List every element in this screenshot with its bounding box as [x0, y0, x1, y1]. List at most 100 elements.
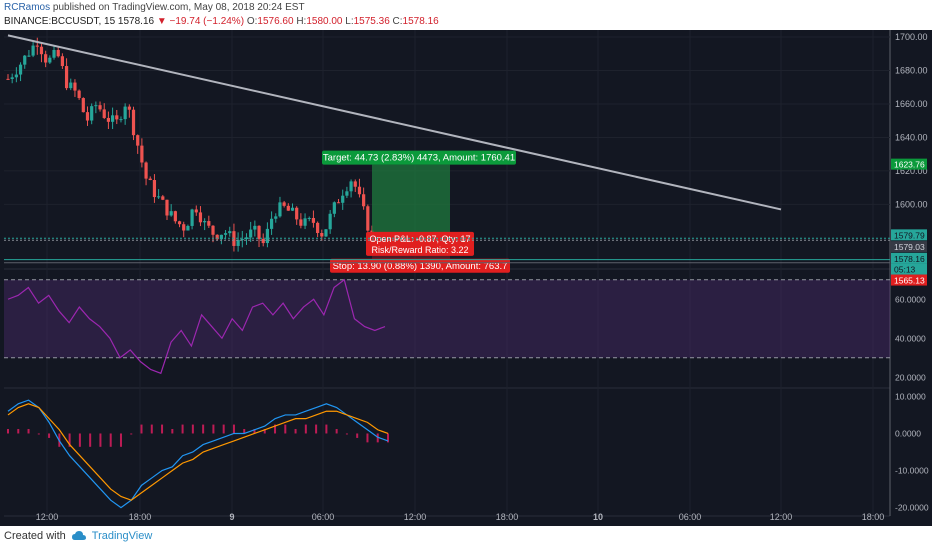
candle-body — [177, 221, 182, 225]
tradingview-cloud-icon — [71, 531, 86, 540]
risk-reward-text: Risk/Reward Ratio: 3.22 — [371, 245, 468, 255]
x-tick-label: 10 — [593, 512, 603, 522]
low-value: 1575.36 — [353, 16, 390, 27]
price-tick-label: 1620.00 — [895, 166, 928, 176]
candle-body — [169, 211, 173, 216]
rsi-tick-label: 40.0000 — [895, 333, 926, 343]
candle-body — [336, 202, 341, 204]
macd-line — [7, 399, 389, 509]
candle-body — [64, 66, 69, 89]
candle-body — [228, 231, 232, 234]
candle-body — [106, 117, 111, 122]
candle-body — [328, 213, 332, 230]
macd-tick-label: -20.0000 — [895, 503, 929, 513]
x-tick-label: 12:00 — [404, 512, 427, 522]
candle-body — [295, 207, 299, 220]
macd-tick-label: -10.0000 — [895, 466, 929, 476]
candle-body — [94, 105, 98, 107]
price-label-text: 1565.13 — [894, 276, 925, 286]
candle-body — [110, 115, 115, 122]
candle-body — [282, 202, 286, 206]
chart-canvas[interactable]: 12:00 18:00 9 06:00 12:00 18:00 10 06:00 12:00 18… — [0, 30, 932, 526]
target-label-text: Target: 44.73 (2.83%) 4473, Amount: 1760… — [323, 153, 515, 164]
macd-histogram-bar — [7, 429, 9, 434]
candle-body — [332, 202, 336, 214]
pnl-text: Open P&L: -0.87, Qty: 17 — [369, 234, 470, 244]
candle-body — [48, 57, 52, 63]
close-value: 1578.16 — [402, 16, 439, 27]
x-tick-label: 18:00 — [862, 512, 885, 522]
macd-histogram-bar — [263, 429, 266, 434]
candle-body — [18, 64, 23, 75]
price-label-box — [891, 158, 927, 170]
macd-histogram-bar — [161, 424, 164, 434]
candle-body — [90, 106, 94, 121]
macd-histogram-bar — [48, 433, 51, 438]
macd-tick-label: 10.0000 — [895, 391, 926, 401]
macd-histogram-bar — [345, 433, 348, 435]
macd-histogram-bar — [243, 429, 246, 434]
candle-body — [186, 225, 190, 231]
macd-histogram-bar — [181, 424, 184, 434]
candle-body — [131, 109, 136, 136]
candle-body — [127, 106, 131, 110]
chart-background — [0, 30, 932, 526]
rsi-tick-label: 20.0000 — [895, 372, 926, 382]
candle-body — [85, 112, 90, 121]
macd-histogram-bar — [119, 433, 122, 447]
candle-body — [261, 238, 265, 244]
candle-body — [194, 209, 198, 213]
high-value: 1580.00 — [306, 16, 343, 27]
close-label: C: — [392, 16, 403, 27]
tradingview-brand[interactable]: TradingView — [91, 530, 153, 542]
candle-body — [77, 90, 81, 99]
price-label-box — [891, 241, 927, 253]
candle-body — [157, 196, 161, 198]
x-tick-label: 06:00 — [312, 512, 335, 522]
macd-histogram-bar — [202, 424, 205, 434]
x-tick-label: 12:00 — [770, 512, 793, 522]
macd-histogram-bar — [315, 424, 318, 434]
price-label-text: 1579.03 — [894, 242, 925, 252]
macd-histogram-bar — [191, 424, 194, 434]
candle-body — [223, 233, 228, 235]
candle-body — [240, 239, 244, 241]
signal-line — [7, 403, 389, 501]
x-tick-label: 18:00 — [129, 512, 152, 522]
macd-histogram-bar — [89, 433, 92, 447]
candle-body — [357, 186, 362, 195]
high-label: H: — [296, 16, 307, 27]
macd-tick-label: 0.0000 — [895, 428, 921, 438]
candle-body — [290, 207, 295, 211]
candle-body — [286, 205, 290, 211]
stop-label-text: Stop: 13.90 (0.88%) 1390, Amount: 763.7 — [333, 261, 508, 272]
ohlc-legend: BINANCE:BCCUSDT, 15 1578.16 ▼ −19.74 (−1… — [4, 16, 439, 27]
candle-body — [27, 55, 31, 57]
price-tick-label: 1640.00 — [895, 132, 928, 142]
candle-body — [14, 74, 18, 78]
macd-histogram-bar — [253, 429, 256, 434]
macd-histogram-bar — [356, 433, 359, 438]
macd-histogram-bar — [78, 433, 81, 447]
candle-body — [215, 234, 219, 240]
macd-histogram-bar — [130, 433, 133, 435]
candle-body — [198, 212, 203, 223]
candle-body — [362, 194, 366, 207]
macd-histogram-bar — [232, 424, 235, 434]
macd-histogram-bar — [376, 433, 379, 443]
candle-body — [10, 77, 14, 79]
macd-histogram-bar — [109, 433, 112, 447]
candle-body — [161, 196, 165, 200]
candle-body — [119, 119, 123, 121]
candle-body — [341, 195, 345, 203]
x-tick-label: 06:00 — [679, 512, 702, 522]
candle-body — [148, 178, 152, 181]
candle-body — [236, 239, 240, 246]
author-link[interactable]: RCRamos — [4, 2, 51, 13]
macd-histogram-bar — [222, 424, 225, 434]
rsi-tick-label: 60.0000 — [895, 294, 926, 304]
candle-body — [23, 55, 27, 65]
candle-body — [349, 181, 353, 192]
target-label-box — [322, 150, 516, 165]
candle-body — [73, 82, 77, 91]
